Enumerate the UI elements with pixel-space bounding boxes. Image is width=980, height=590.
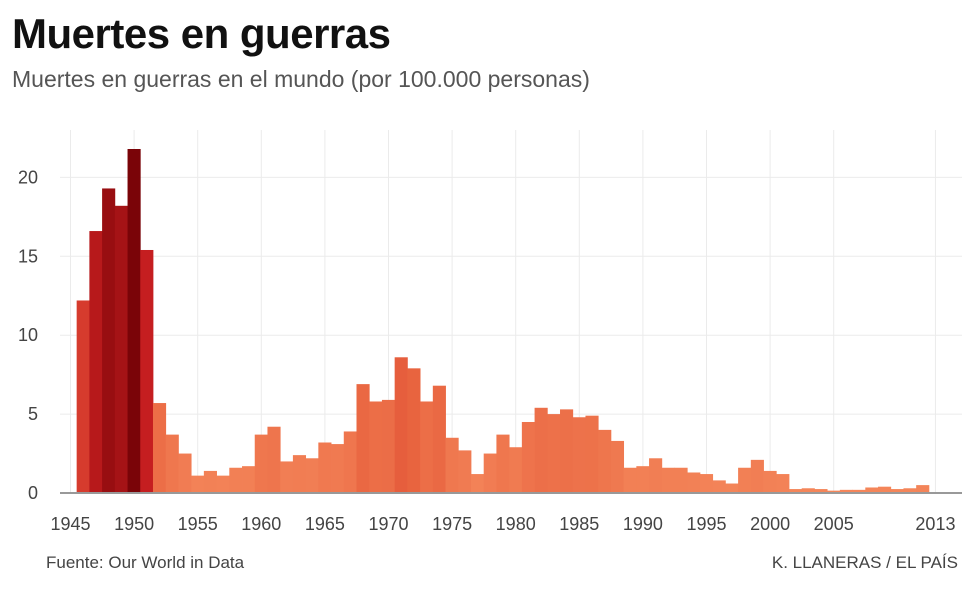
x-tick-label: 1980 (496, 514, 536, 534)
bar (521, 421, 535, 493)
bar (343, 431, 357, 493)
y-tick-label: 20 (18, 167, 38, 187)
x-tick-label: 2000 (750, 514, 790, 534)
source-note: Fuente: Our World in Data (46, 553, 245, 572)
bar (598, 429, 612, 493)
bar (763, 470, 777, 493)
bar (814, 489, 828, 493)
bar (649, 458, 663, 493)
y-tick-label: 5 (28, 404, 38, 424)
bar (865, 487, 879, 493)
bar (610, 440, 625, 493)
bar (76, 300, 90, 493)
bar (127, 149, 141, 493)
bar (89, 231, 103, 494)
bar (280, 461, 294, 493)
x-tick-label: 1965 (305, 514, 345, 534)
y-tick-label: 0 (28, 483, 38, 503)
x-tick-label: 1955 (178, 514, 218, 534)
bar (687, 472, 701, 493)
bar (191, 475, 205, 493)
bar (916, 485, 930, 493)
bar (242, 466, 256, 493)
y-tick-label: 15 (18, 246, 38, 266)
y-tick-label: 10 (18, 325, 38, 345)
bar (381, 399, 396, 493)
bar (445, 437, 459, 493)
bar (788, 489, 803, 493)
bar (458, 450, 472, 493)
chart-subtitle: Muertes en guerras en el mundo (por 100.… (12, 66, 590, 92)
bar (318, 442, 332, 493)
bar (102, 188, 116, 493)
bar (229, 467, 243, 493)
bar (903, 488, 917, 493)
bar (178, 453, 192, 493)
bar (560, 409, 574, 493)
bar (509, 447, 523, 493)
bar (699, 474, 714, 493)
x-tick-label: 1995 (686, 514, 726, 534)
bar (623, 467, 637, 493)
bar (407, 368, 421, 493)
x-tick-label: 1990 (623, 514, 663, 534)
bar (114, 205, 128, 494)
bar (738, 467, 752, 493)
bar (572, 417, 586, 493)
bar (165, 434, 179, 493)
bar (827, 490, 841, 493)
bar (152, 403, 167, 493)
bar (712, 480, 726, 493)
bar (534, 407, 548, 493)
bar (331, 444, 345, 493)
chart-title: Muertes en guerras (12, 10, 391, 57)
bar (674, 467, 688, 493)
bar (203, 470, 217, 493)
bar (369, 401, 383, 493)
bar (839, 489, 853, 493)
bar (852, 489, 866, 493)
bar (801, 488, 815, 493)
bar (661, 467, 675, 493)
bar (725, 483, 739, 493)
bar (585, 415, 599, 493)
bar (483, 453, 497, 493)
bar (636, 466, 650, 493)
bar (356, 384, 370, 493)
x-tick-label: 1945 (50, 514, 90, 534)
credit-note: K. LLANERAS / EL PAÍS (771, 553, 958, 572)
x-tick-label: 1950 (114, 514, 154, 534)
x-tick-label: 2013 (915, 514, 955, 534)
bar (305, 458, 319, 493)
bar (878, 486, 892, 493)
bar (890, 489, 904, 493)
x-tick-label: 2005 (814, 514, 854, 534)
bar (420, 401, 434, 493)
bar (254, 434, 268, 493)
bar (216, 475, 230, 493)
x-tick-label: 1960 (241, 514, 281, 534)
bar (547, 414, 561, 493)
bar (470, 474, 485, 493)
bar (140, 249, 154, 493)
bar (292, 455, 307, 493)
bar (776, 474, 790, 493)
bar (432, 385, 446, 493)
x-tick-label: 1985 (559, 514, 599, 534)
bar (267, 426, 281, 493)
x-tick-label: 1975 (432, 514, 472, 534)
bar (750, 459, 764, 493)
bar (496, 434, 510, 493)
x-tick-label: 1970 (368, 514, 408, 534)
bar (394, 357, 408, 493)
